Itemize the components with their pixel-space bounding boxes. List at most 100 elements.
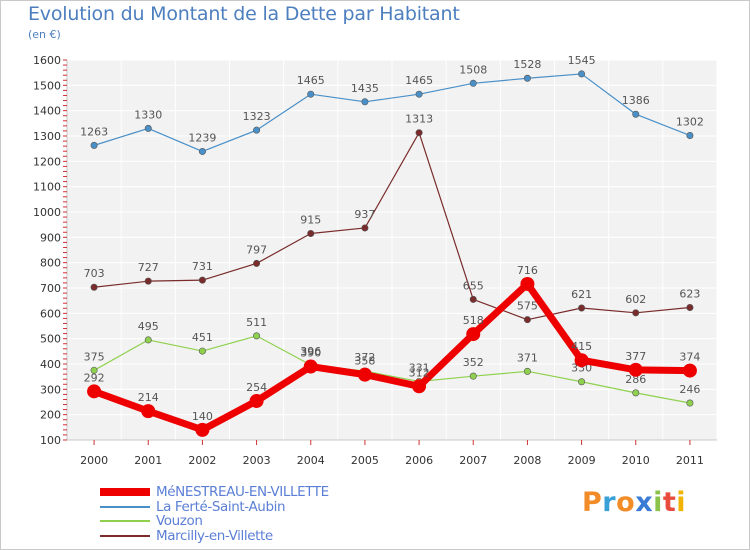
logo-letter: i bbox=[676, 487, 687, 518]
legend-label: Vouzon bbox=[156, 513, 203, 529]
data-label: 915 bbox=[300, 214, 321, 227]
data-label: 602 bbox=[625, 293, 646, 306]
legend-label: La Ferté-Saint-Aubin bbox=[156, 498, 286, 515]
data-point bbox=[90, 283, 98, 291]
data-point bbox=[632, 389, 640, 397]
data-point bbox=[520, 276, 535, 291]
legend-item: La Ferté-Saint-Aubin bbox=[100, 498, 360, 515]
data-point bbox=[632, 110, 640, 118]
y-tick-label: 600 bbox=[40, 307, 61, 320]
chart-title: Evolution du Montant de la Dette par Hab… bbox=[28, 3, 460, 25]
legend-swatch bbox=[100, 534, 150, 537]
x-tick-label: 2006 bbox=[405, 454, 433, 467]
data-point bbox=[469, 79, 477, 87]
data-point bbox=[307, 90, 315, 98]
legend-swatch bbox=[100, 520, 150, 523]
legend-item: Marcilly-en-Villette bbox=[100, 528, 360, 544]
data-label: 1302 bbox=[676, 115, 704, 128]
data-label: 1465 bbox=[297, 74, 325, 87]
x-tick-label: 2002 bbox=[188, 454, 216, 467]
data-label: 575 bbox=[517, 300, 538, 313]
y-tick-label: 1100 bbox=[33, 181, 61, 194]
data-point bbox=[574, 353, 589, 368]
series-line bbox=[94, 132, 690, 321]
series-vouzon: 375 495 451 511 396 372 331 352 371 330 286 246 bbox=[84, 316, 700, 407]
x-tick-label: 2009 bbox=[568, 454, 596, 467]
y-tick-label: 1600 bbox=[33, 54, 61, 67]
y-tick-label: 300 bbox=[40, 383, 61, 396]
data-point bbox=[90, 141, 98, 149]
x-tick-label: 2010 bbox=[622, 454, 650, 467]
data-label: 731 bbox=[192, 260, 213, 273]
data-point bbox=[198, 347, 206, 355]
data-point bbox=[253, 332, 261, 340]
data-label: 716 bbox=[517, 264, 538, 277]
data-label: 377 bbox=[625, 350, 646, 363]
data-point bbox=[144, 124, 152, 132]
data-point bbox=[141, 404, 156, 419]
data-point bbox=[523, 316, 531, 324]
data-point bbox=[253, 126, 261, 134]
data-label: 797 bbox=[246, 243, 267, 256]
data-label: 396 bbox=[300, 345, 321, 358]
y-tick-label: 1300 bbox=[33, 130, 61, 143]
data-label: 727 bbox=[138, 261, 159, 274]
data-label: 621 bbox=[571, 288, 592, 301]
y-tick-label: 700 bbox=[40, 282, 61, 295]
logo-letter: t bbox=[662, 487, 677, 518]
data-label: 331 bbox=[409, 361, 430, 374]
series-line bbox=[93, 73, 691, 153]
y-tick-label: 1500 bbox=[33, 79, 61, 92]
data-point bbox=[523, 74, 531, 82]
data-point bbox=[87, 384, 102, 399]
data-point bbox=[578, 378, 586, 386]
series-line bbox=[92, 280, 690, 434]
y-tick-label: 800 bbox=[40, 257, 61, 270]
data-label: 511 bbox=[246, 316, 267, 329]
data-label: 1239 bbox=[188, 131, 216, 144]
data-point bbox=[686, 131, 694, 139]
data-label: 1545 bbox=[568, 54, 596, 67]
legend-item: MéNESTREAU-EN-VILLETTE bbox=[100, 484, 360, 500]
data-point bbox=[523, 367, 531, 375]
chart-subtitle: (en €) bbox=[28, 28, 61, 41]
data-label: 254 bbox=[246, 381, 267, 394]
y-tick-label: 900 bbox=[40, 231, 61, 244]
data-label: 375 bbox=[84, 350, 105, 363]
data-point bbox=[198, 276, 206, 284]
data-label: 140 bbox=[192, 410, 213, 423]
data-point bbox=[469, 295, 477, 303]
data-point bbox=[144, 336, 152, 344]
x-tick-label: 2011 bbox=[676, 454, 704, 467]
data-point bbox=[195, 422, 210, 437]
data-label: 1435 bbox=[351, 82, 379, 95]
data-label: 390 bbox=[300, 347, 321, 360]
data-label: 1528 bbox=[513, 58, 541, 71]
y-tick-label: 1000 bbox=[33, 206, 61, 219]
logo-letter: P bbox=[582, 487, 603, 518]
y-tick-label: 500 bbox=[40, 333, 61, 346]
y-tick-label: 100 bbox=[40, 434, 61, 447]
data-point bbox=[361, 224, 369, 232]
x-tick-label: 2005 bbox=[351, 454, 379, 467]
y-tick-label: 200 bbox=[40, 409, 61, 422]
data-point bbox=[628, 362, 643, 377]
data-point bbox=[144, 277, 152, 285]
data-point bbox=[307, 230, 315, 238]
x-tick-label: 2008 bbox=[513, 454, 541, 467]
data-label: 371 bbox=[517, 351, 538, 364]
data-label: 1465 bbox=[405, 74, 433, 87]
data-label: 1330 bbox=[134, 108, 162, 121]
data-label: 623 bbox=[679, 288, 700, 301]
x-tick-label: 2003 bbox=[243, 454, 271, 467]
proxiti-logo: Proxiti bbox=[582, 487, 686, 518]
data-label: 655 bbox=[463, 279, 484, 292]
data-point bbox=[682, 363, 697, 378]
logo-letter: x bbox=[635, 487, 654, 518]
data-label: 937 bbox=[354, 208, 375, 221]
series-line bbox=[93, 335, 691, 404]
data-label: 1313 bbox=[405, 113, 433, 126]
y-tick-label: 1400 bbox=[33, 105, 61, 118]
data-label: 495 bbox=[138, 320, 159, 333]
data-point bbox=[303, 359, 318, 374]
